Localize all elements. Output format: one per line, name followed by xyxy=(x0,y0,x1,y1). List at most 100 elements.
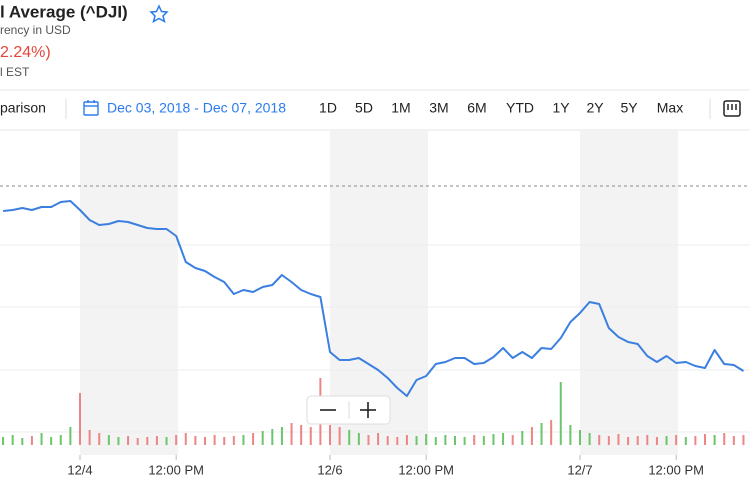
range-button[interactable]: 1M xyxy=(391,100,410,116)
volume-bar xyxy=(492,434,495,445)
volume-bar xyxy=(175,435,178,445)
volume-bar xyxy=(502,433,505,445)
volume-bar xyxy=(242,435,245,445)
range-button[interactable]: 1D xyxy=(319,100,337,116)
calendar-icon[interactable] xyxy=(83,100,99,116)
volume-bar xyxy=(675,435,678,445)
volume-bar xyxy=(425,434,428,445)
volume-bar xyxy=(646,435,649,445)
volume-bar xyxy=(348,430,351,445)
volume-bar xyxy=(136,438,139,445)
volume-bar xyxy=(723,433,726,445)
market-time: l EST xyxy=(0,65,30,79)
volume-bar xyxy=(2,437,5,445)
price-change: 2.24%) xyxy=(0,44,51,61)
volume-bar xyxy=(300,425,303,445)
volume-bar xyxy=(704,434,706,445)
volume-bar xyxy=(261,431,264,445)
volume-bar xyxy=(463,437,466,445)
range-button[interactable]: YTD xyxy=(506,100,534,116)
volume-bar xyxy=(569,425,572,445)
volume-bar xyxy=(309,427,312,445)
volume-bar xyxy=(79,393,81,445)
volume-bar xyxy=(30,436,33,445)
volume-bar xyxy=(271,429,274,445)
volume-bar xyxy=(213,435,216,445)
volume-bar xyxy=(454,436,456,445)
volume-bar xyxy=(511,435,514,445)
volume-bar xyxy=(665,436,668,445)
range-button[interactable]: Max xyxy=(657,100,683,116)
x-tick-label: 12:00 PM xyxy=(648,462,704,477)
session-shading xyxy=(80,131,678,455)
x-tick-label: 12:00 PM xyxy=(398,462,454,477)
range-button[interactable]: 2Y xyxy=(586,100,604,116)
volume-bar xyxy=(21,438,24,445)
volume-bar xyxy=(194,436,197,445)
volume-bar xyxy=(732,436,735,445)
volume-bar xyxy=(40,433,43,445)
x-tick-label: 12:00 PM xyxy=(148,462,204,477)
volume-bar xyxy=(88,430,91,445)
price-line xyxy=(2,200,745,397)
volume-bar xyxy=(107,435,110,445)
volume-bar xyxy=(540,423,543,445)
x-tick-label: 12/6 xyxy=(317,462,342,477)
volume-bar xyxy=(223,437,226,445)
volume-bar xyxy=(252,433,255,445)
volume-bar xyxy=(69,427,72,445)
x-tick-label: 12/7 xyxy=(567,462,592,477)
volume-bar xyxy=(11,435,14,445)
watchlist-star[interactable] xyxy=(149,4,169,24)
range-button[interactable]: 5D xyxy=(355,100,373,116)
zoom-control xyxy=(306,395,391,425)
volume-bar xyxy=(607,436,610,445)
currency-note: rency in USD xyxy=(0,23,71,37)
volume-bar xyxy=(550,420,553,445)
volume-bar xyxy=(559,382,562,445)
volume-bar xyxy=(329,425,331,445)
volume-bar xyxy=(598,435,601,445)
volume-bar xyxy=(415,436,418,445)
volume-bar xyxy=(742,435,745,445)
zoom-in[interactable] xyxy=(360,402,376,418)
volume-bar xyxy=(713,435,716,445)
volume-bar xyxy=(396,437,399,445)
volume-bar xyxy=(280,427,283,445)
volume-bar xyxy=(482,436,485,445)
comparison-button[interactable]: parison xyxy=(0,100,46,116)
range-button[interactable]: 3M xyxy=(429,100,448,116)
volume-bar xyxy=(357,433,360,445)
volume-bar xyxy=(579,430,581,445)
range-button[interactable]: 6M xyxy=(467,100,486,116)
volume-bar xyxy=(146,437,149,445)
range-button[interactable]: 5Y xyxy=(620,100,638,116)
volume-bar xyxy=(117,437,120,445)
volume-bar xyxy=(521,431,524,445)
volume-bar xyxy=(386,436,389,445)
volume-bar xyxy=(98,433,101,445)
volume-bar xyxy=(588,433,591,445)
volume-bar xyxy=(290,423,293,445)
volume-bar xyxy=(617,434,620,445)
x-tick-label: 12/4 xyxy=(67,462,92,477)
range-button[interactable]: 1Y xyxy=(552,100,570,116)
settings-icon[interactable] xyxy=(723,100,741,117)
volume-bar xyxy=(155,436,158,445)
volume-bar xyxy=(684,437,687,445)
volume-bar xyxy=(127,436,130,445)
gridlines xyxy=(0,244,750,433)
volume-bar xyxy=(165,437,168,445)
volume-bar xyxy=(405,435,408,445)
volume-bar xyxy=(627,437,630,445)
quote-title: l Average (^DJI) xyxy=(0,2,128,21)
volume-bar xyxy=(694,436,697,445)
volume-bar xyxy=(338,427,341,445)
volume-bar xyxy=(59,435,62,445)
date-range[interactable]: Dec 03, 2018 - Dec 07, 2018 xyxy=(107,100,286,116)
volume-bar xyxy=(530,427,533,445)
volume-bar xyxy=(377,433,380,445)
volume-bar xyxy=(473,435,476,445)
